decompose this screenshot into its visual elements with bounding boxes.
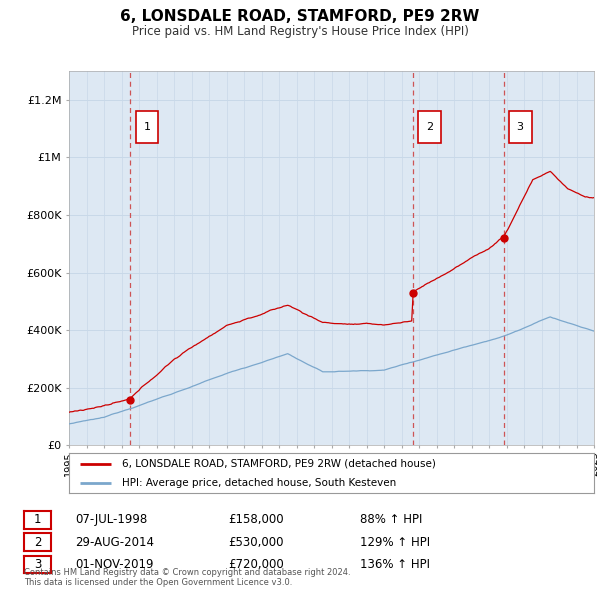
Text: £530,000: £530,000 (228, 536, 284, 549)
FancyBboxPatch shape (509, 111, 532, 143)
Text: 6, LONSDALE ROAD, STAMFORD, PE9 2RW (detached house): 6, LONSDALE ROAD, STAMFORD, PE9 2RW (det… (121, 459, 436, 469)
Text: 1: 1 (143, 122, 151, 132)
Text: 1: 1 (34, 513, 41, 526)
Text: £720,000: £720,000 (228, 558, 284, 571)
Text: 07-JUL-1998: 07-JUL-1998 (75, 513, 147, 526)
Text: Price paid vs. HM Land Registry's House Price Index (HPI): Price paid vs. HM Land Registry's House … (131, 25, 469, 38)
Text: 129% ↑ HPI: 129% ↑ HPI (360, 536, 430, 549)
Text: 3: 3 (517, 122, 524, 132)
Text: 136% ↑ HPI: 136% ↑ HPI (360, 558, 430, 571)
Text: 2: 2 (426, 122, 433, 132)
FancyBboxPatch shape (418, 111, 441, 143)
Text: 01-NOV-2019: 01-NOV-2019 (75, 558, 154, 571)
Text: £158,000: £158,000 (228, 513, 284, 526)
Text: 88% ↑ HPI: 88% ↑ HPI (360, 513, 422, 526)
Text: Contains HM Land Registry data © Crown copyright and database right 2024.
This d: Contains HM Land Registry data © Crown c… (24, 568, 350, 587)
Text: 2: 2 (34, 536, 41, 549)
Text: 29-AUG-2014: 29-AUG-2014 (75, 536, 154, 549)
FancyBboxPatch shape (136, 111, 158, 143)
Text: 6, LONSDALE ROAD, STAMFORD, PE9 2RW: 6, LONSDALE ROAD, STAMFORD, PE9 2RW (121, 9, 479, 24)
Text: HPI: Average price, detached house, South Kesteven: HPI: Average price, detached house, Sout… (121, 478, 396, 487)
Text: 3: 3 (34, 558, 41, 571)
